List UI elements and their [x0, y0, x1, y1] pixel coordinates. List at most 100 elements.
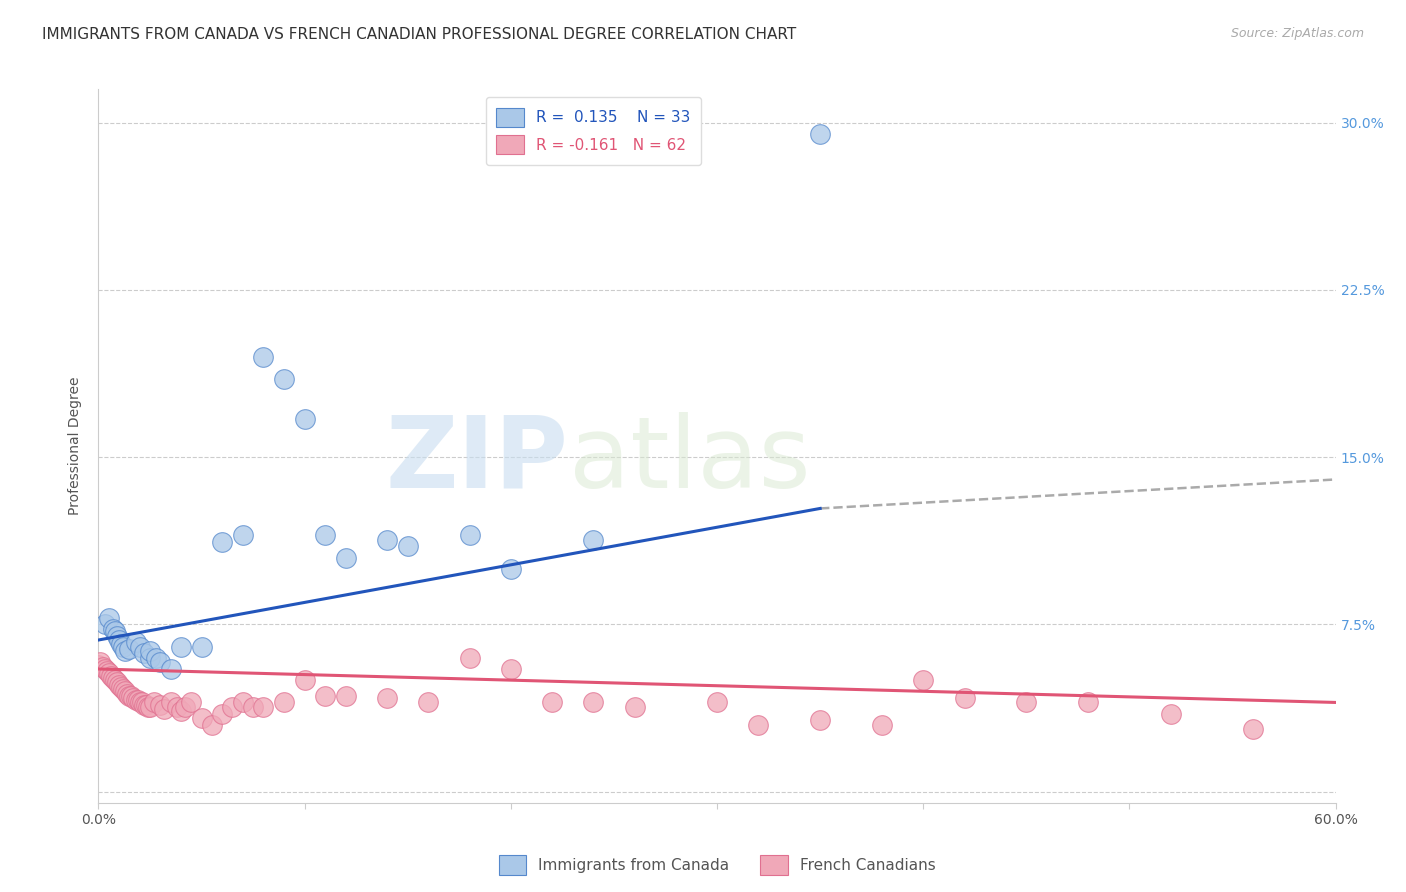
Point — [273, 696, 295, 710]
Point — [170, 640, 193, 654]
Point — [335, 550, 357, 565]
Point — [132, 698, 155, 712]
Point — [375, 533, 398, 547]
Point — [232, 696, 254, 710]
Point — [190, 640, 212, 654]
Point — [97, 666, 120, 681]
Point — [870, 717, 893, 731]
Point — [100, 669, 122, 683]
Point — [114, 644, 136, 658]
Point — [180, 696, 202, 710]
Point — [91, 660, 114, 674]
Point — [128, 640, 150, 654]
Point — [104, 624, 127, 639]
Point — [582, 533, 605, 547]
Point — [114, 684, 136, 698]
Point — [211, 534, 233, 549]
Point — [458, 651, 481, 665]
Point — [108, 678, 131, 692]
Point — [294, 673, 316, 687]
Point — [145, 651, 167, 665]
Point — [396, 539, 419, 553]
Point — [118, 689, 141, 703]
Point — [101, 671, 124, 685]
Point — [912, 673, 935, 687]
Point — [170, 705, 193, 719]
Point — [93, 617, 115, 632]
Point — [252, 350, 274, 364]
Point — [499, 562, 522, 576]
Point — [96, 664, 118, 678]
Text: IMMIGRANTS FROM CANADA VS FRENCH CANADIAN PROFESSIONAL DEGREE CORRELATION CHART: IMMIGRANTS FROM CANADA VS FRENCH CANADIA… — [42, 27, 796, 42]
Point — [174, 699, 197, 714]
Point — [1015, 696, 1038, 710]
Point — [139, 644, 162, 658]
Point — [1077, 696, 1099, 710]
Point — [314, 689, 336, 703]
Point — [136, 699, 159, 714]
Point — [458, 528, 481, 542]
Point — [582, 696, 605, 710]
Point — [89, 655, 111, 669]
Point — [120, 689, 142, 703]
Point — [541, 696, 564, 710]
Point — [149, 698, 172, 712]
Point — [143, 696, 166, 710]
Point — [273, 372, 295, 386]
Point — [112, 681, 135, 696]
Point — [808, 714, 831, 728]
Point — [122, 690, 145, 705]
Text: atlas: atlas — [568, 412, 810, 508]
Point — [118, 642, 141, 657]
Point — [105, 628, 128, 642]
Point — [242, 699, 264, 714]
Point — [124, 693, 146, 707]
Point — [623, 699, 645, 714]
Point — [314, 528, 336, 542]
Point — [128, 696, 150, 710]
Point — [159, 662, 181, 676]
Point — [1241, 723, 1264, 737]
Point — [124, 635, 146, 649]
Point — [808, 127, 831, 141]
Point — [375, 690, 398, 705]
Point — [252, 699, 274, 714]
Point — [294, 412, 316, 426]
Point — [104, 673, 127, 687]
Point — [93, 662, 115, 676]
Point — [101, 622, 124, 636]
Point — [166, 699, 188, 714]
Point — [105, 675, 128, 690]
Point — [97, 610, 120, 624]
Point — [335, 689, 357, 703]
Point — [139, 651, 162, 665]
Point — [418, 696, 440, 710]
Point — [1160, 706, 1182, 721]
Point — [87, 657, 110, 672]
Point — [131, 696, 153, 710]
Text: ZIP: ZIP — [385, 412, 568, 508]
Point — [127, 693, 149, 707]
Point — [201, 717, 224, 731]
Point — [499, 662, 522, 676]
Y-axis label: Professional Degree: Professional Degree — [69, 376, 83, 516]
Point — [110, 637, 132, 651]
Point — [117, 687, 139, 701]
Point — [221, 699, 243, 714]
Point — [149, 655, 172, 669]
Point — [747, 717, 769, 731]
Point — [211, 706, 233, 721]
Point — [232, 528, 254, 542]
Legend: Immigrants from Canada, French Canadians: Immigrants from Canada, French Canadians — [492, 849, 942, 880]
Point — [953, 690, 976, 705]
Point — [110, 680, 132, 694]
Point — [112, 640, 135, 654]
Point — [159, 696, 181, 710]
Point — [706, 696, 728, 710]
Point — [135, 698, 157, 712]
Text: Source: ZipAtlas.com: Source: ZipAtlas.com — [1230, 27, 1364, 40]
Point — [139, 699, 162, 714]
Point — [190, 711, 212, 725]
Point — [153, 702, 176, 716]
Point — [132, 646, 155, 660]
